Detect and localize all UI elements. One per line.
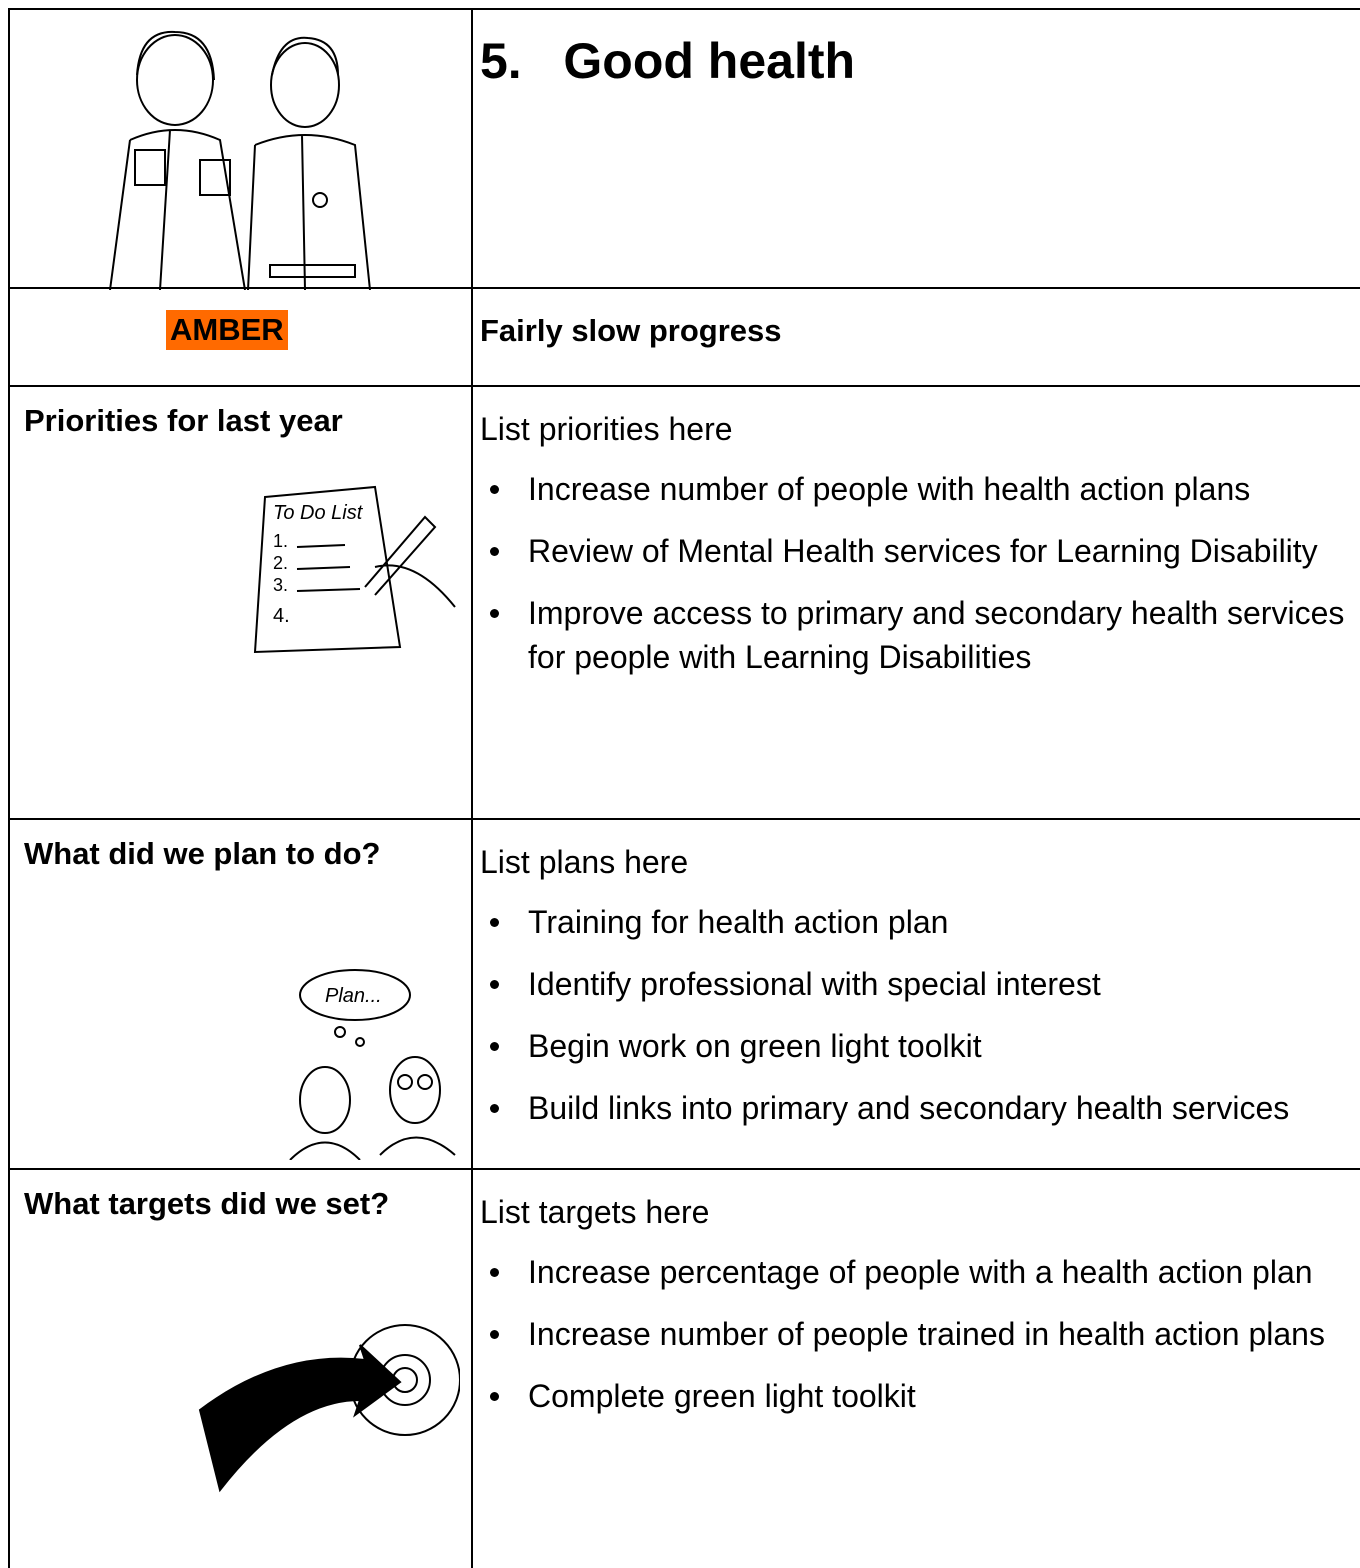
section-intro: List targets here bbox=[480, 1194, 710, 1230]
illustration: Plan... bbox=[289, 969, 456, 1160]
bullet-item: Training for health action plan bbox=[480, 900, 1360, 944]
section-content: List priorities here Increase number of p… bbox=[480, 407, 1360, 697]
divider bbox=[471, 820, 473, 1170]
section-label: What did we plan to do? bbox=[24, 836, 381, 871]
page: 5. Good health AMBER Fairly slow progres… bbox=[8, 8, 1360, 1568]
bullet-list: Training for health action plan Identify … bbox=[480, 900, 1360, 1130]
bullet-list: Increase percentage of people with a hea… bbox=[480, 1250, 1360, 1418]
illustration: To Do List 1.2.3. 4. bbox=[253, 485, 456, 654]
illustration bbox=[198, 1324, 460, 1493]
section-label: What targets did we set? bbox=[24, 1186, 390, 1221]
bullet-item: Increase number of people trained in hea… bbox=[480, 1312, 1360, 1356]
bullet-item: Improve access to primary and secondary … bbox=[480, 591, 1360, 679]
section-row: What targets did we set? List targets her… bbox=[8, 1168, 1360, 1568]
section-intro: List priorities here bbox=[480, 411, 733, 447]
section-heading: 5. Good health bbox=[480, 32, 855, 90]
divider bbox=[471, 387, 473, 820]
section-content: List targets here Increase percentage of … bbox=[480, 1190, 1360, 1436]
status-row: AMBER Fairly slow progress bbox=[8, 287, 1360, 387]
divider bbox=[471, 10, 473, 289]
section-content: List plans here Training for health actio… bbox=[480, 840, 1360, 1148]
section-row: Plan... What did we plan to do? List plans… bbox=[8, 818, 1360, 1170]
status-rating: AMBER bbox=[166, 310, 288, 350]
section-label: Priorities for last year bbox=[24, 403, 343, 438]
svg-text:Plan...: Plan... bbox=[325, 985, 382, 1007]
doctor-nurse-illustration bbox=[109, 30, 371, 290]
bullet-item: Build links into primary and secondary h… bbox=[480, 1086, 1360, 1130]
svg-text:To Do List: To Do List bbox=[273, 502, 364, 524]
bullet-item: Increase number of people with health ac… bbox=[480, 467, 1360, 511]
svg-text:1.: 1. bbox=[273, 531, 288, 551]
svg-text:4.: 4. bbox=[273, 605, 290, 627]
svg-text:2.: 2. bbox=[273, 553, 288, 573]
section-intro: List plans here bbox=[480, 844, 689, 880]
bullet-item: Identify professional with special inter… bbox=[480, 962, 1360, 1006]
section-row: To Do List 1. 2. 3. 4. Priorities for last ye… bbox=[8, 385, 1360, 820]
section-number: 5. bbox=[480, 33, 522, 89]
section-title: Good health bbox=[563, 33, 856, 89]
bullet-item: Complete green light toolkit bbox=[480, 1374, 1360, 1418]
header-row: 5. Good health bbox=[8, 8, 1360, 290]
status-description: Fairly slow progress bbox=[480, 313, 782, 348]
bullet-item: Increase percentage of people with a hea… bbox=[480, 1250, 1360, 1294]
divider bbox=[471, 1170, 473, 1568]
bullet-item: Review of Mental Health services for Lea… bbox=[480, 529, 1360, 573]
bullet-list: Increase number of people with health ac… bbox=[480, 467, 1360, 679]
bullet-item: Begin work on green light toolkit bbox=[480, 1024, 1360, 1068]
svg-text:3.: 3. bbox=[273, 575, 288, 595]
divider bbox=[471, 289, 473, 387]
